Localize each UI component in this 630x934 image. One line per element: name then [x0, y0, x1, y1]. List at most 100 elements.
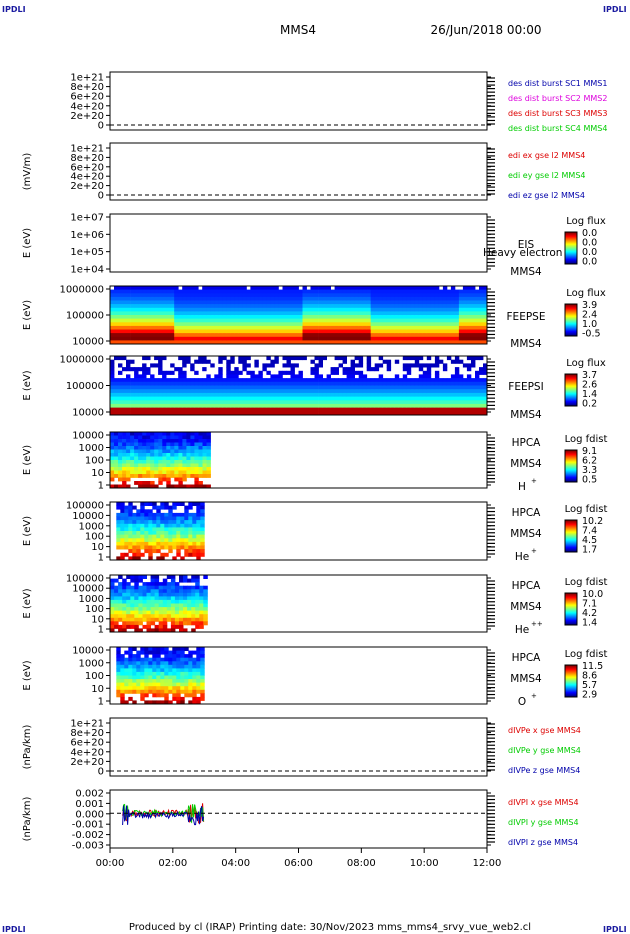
heatmap-cell: [342, 293, 347, 298]
heatmap-cell: [226, 304, 231, 309]
heatmap-cell: [158, 589, 164, 594]
heatmap-cell: [294, 329, 299, 334]
heatmap-cell: [334, 289, 339, 294]
heatmap-cell: [398, 289, 404, 294]
species-label: He: [515, 624, 529, 636]
heatmap-cell: [483, 340, 488, 345]
heatmap-cell: [286, 289, 291, 294]
heatmap-cell: [242, 289, 247, 294]
heatmap-cell: [170, 474, 175, 478]
heatmap-cell: [386, 336, 392, 341]
heatmap-cell: [434, 389, 440, 394]
heatmap-cell: [200, 654, 205, 659]
heatmap-cell: [120, 523, 125, 528]
heatmap-cell: [262, 367, 267, 372]
heatmap-cell: [434, 315, 440, 319]
heatmap-cell: [179, 585, 184, 590]
heatmap-cell: [242, 359, 247, 364]
heatmap-cell: [362, 318, 368, 323]
heatmap-cell: [114, 304, 119, 309]
heatmap-cell: [196, 520, 201, 525]
heatmap-cell: [322, 389, 327, 394]
heatmap-cell: [278, 300, 283, 305]
heatmap-cell: [246, 400, 251, 405]
heatmap-cell: [152, 527, 157, 532]
heatmap-cell: [152, 549, 157, 554]
heatmap-cell: [144, 516, 149, 521]
heatmap-cell: [442, 286, 448, 290]
heatmap-cell: [462, 411, 468, 416]
heatmap-cell: [162, 474, 167, 478]
heatmap-cell: [179, 610, 184, 615]
heatmap-cell: [430, 322, 436, 327]
heatmap-cell: [170, 467, 175, 471]
heatmap-cell: [370, 289, 376, 294]
heatmap-cell: [174, 411, 179, 416]
heatmap-cell: [164, 538, 169, 543]
heatmap-cell: [148, 520, 153, 525]
heatmap-cell: [342, 304, 347, 309]
heatmap-cell: [398, 286, 404, 290]
heatmap-cell: [154, 607, 160, 612]
heatmap-cell: [142, 329, 147, 334]
heatmap-cell: [462, 293, 468, 298]
heatmap-cell: [426, 315, 432, 319]
heatmap-cell: [230, 392, 235, 397]
heatmap-cell: [126, 318, 131, 323]
heatmap-cell: [186, 385, 191, 390]
heatmap-cell: [394, 396, 400, 401]
heatmap-cell: [110, 439, 115, 443]
heatmap-cell: [160, 689, 165, 694]
heatmap-cell: [471, 389, 476, 394]
cbar-cell: [565, 618, 577, 620]
heatmap-cell: [222, 315, 227, 319]
heatmap-cell: [250, 311, 255, 316]
heatmap-cell: [162, 614, 168, 619]
heatmap-cell: [158, 311, 163, 316]
heatmap-cell: [130, 293, 135, 298]
heatmap-cell: [310, 304, 315, 309]
heatmap-cell: [182, 463, 187, 468]
heatmap-cell: [338, 400, 343, 405]
cbar-cell: [565, 250, 577, 252]
heatmap-cell: [178, 456, 183, 461]
heatmap-cell: [190, 289, 195, 294]
heatmap-cell: [318, 340, 323, 345]
heatmap-cell: [214, 403, 219, 408]
heatmap-cell: [122, 592, 127, 597]
heatmap-cell: [366, 293, 372, 298]
heatmap-cell: [386, 296, 392, 301]
heatmap-cell: [110, 392, 115, 397]
heatmap-cell: [183, 603, 188, 608]
heatmap-cell: [128, 647, 133, 651]
heatmap-cell: [160, 650, 165, 655]
heatmap-cell: [150, 617, 156, 622]
heatmap-cell: [196, 502, 201, 506]
heatmap-cell: [322, 329, 327, 334]
heatmap-cell: [234, 304, 239, 309]
heatmap-cell: [198, 381, 203, 386]
heatmap-cell: [203, 617, 208, 622]
heatmap-cell: [406, 378, 412, 383]
cbar-cell: [565, 685, 577, 687]
heatmap-cell: [186, 396, 191, 401]
heatmap-cell: [418, 340, 424, 345]
heatmap-cell: [162, 607, 168, 612]
heatmap-cell: [454, 340, 460, 345]
heatmap-cell: [326, 300, 331, 305]
heatmap-cell: [142, 596, 147, 601]
heatmap-cell: [114, 446, 119, 450]
heatmap-cell: [402, 296, 408, 301]
heatmap-cell: [254, 378, 259, 383]
heatmap-cell: [124, 516, 129, 521]
heatmap-cell: [194, 381, 199, 386]
heatmap-cell: [426, 389, 432, 394]
cbar-tick: 0.0: [582, 247, 597, 258]
heatmap-cell: [196, 668, 201, 673]
heatmap-cell: [162, 400, 167, 405]
cbar-cell: [565, 671, 577, 673]
heatmap-cell: [191, 617, 196, 622]
heatmap-cell: [174, 621, 180, 626]
heatmap-cell: [310, 315, 315, 319]
heatmap-cell: [170, 296, 175, 301]
